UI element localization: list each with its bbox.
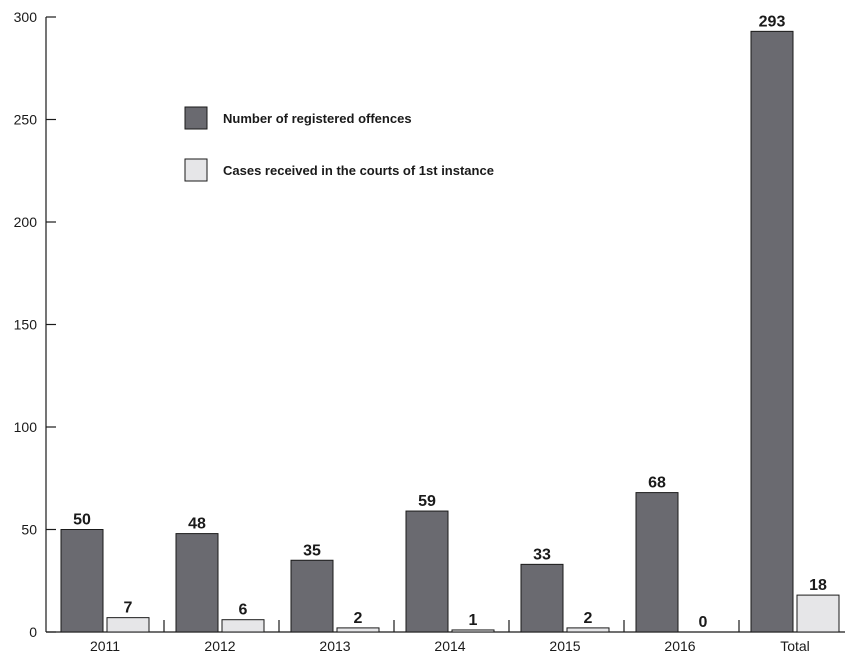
data-label-court-cases-2016: 0 (699, 614, 708, 631)
bar-court-cases-2012 (221, 619, 265, 633)
legend-label-court-cases: Cases received in the courts of 1st inst… (223, 163, 494, 178)
bar-registered-offences-2013 (290, 559, 334, 633)
x-tick-label: 2013 (319, 638, 350, 654)
bar-registered-offences-2016 (635, 492, 679, 633)
data-label-court-cases-total: 18 (809, 577, 827, 594)
legend-swatch-registered-offences (184, 106, 208, 130)
data-label-court-cases-2011: 7 (124, 600, 133, 617)
x-tick-label: 2016 (664, 638, 695, 654)
y-tick-label: 50 (21, 522, 37, 538)
y-tick-label: 150 (14, 317, 38, 333)
legend: Number of registered offences Cases rece… (184, 106, 494, 182)
data-label-registered-offences-2016: 68 (648, 475, 666, 492)
bar-registered-offences-2012 (175, 533, 219, 633)
bar-registered-offences-2011 (60, 529, 104, 633)
bar-registered-offences-total (750, 30, 794, 633)
bar-court-cases-total (796, 594, 840, 633)
y-tick-label: 200 (14, 214, 38, 230)
value-labels: 50 7 48 6 35 2 59 1 33 2 68 0 293 18 (73, 13, 827, 631)
bar-court-cases-2013 (336, 627, 380, 633)
y-tick-label: 100 (14, 419, 38, 435)
x-tick-label: Total (780, 638, 810, 654)
bar-court-cases-2014 (451, 629, 495, 633)
data-label-registered-offences-total: 293 (759, 13, 786, 30)
bars (60, 30, 840, 633)
bar-registered-offences-2014 (405, 510, 449, 633)
y-axis: 0 50 100 150 200 250 300 (14, 9, 56, 640)
x-tick-label: 2011 (90, 638, 120, 654)
x-tick-label: 2012 (204, 638, 235, 654)
data-label-registered-offences-2014: 59 (418, 493, 436, 510)
y-tick-label: 250 (14, 112, 38, 128)
bar-court-cases-2011 (106, 617, 150, 633)
legend-label-registered-offences: Number of registered offences (223, 111, 412, 126)
data-label-court-cases-2013: 2 (354, 610, 363, 627)
data-label-registered-offences-2013: 35 (303, 542, 321, 559)
x-tick-label: 2014 (434, 638, 465, 654)
bar-court-cases-2015 (566, 627, 610, 633)
x-tick-label: 2015 (549, 638, 580, 654)
y-tick-label: 0 (29, 624, 37, 640)
data-label-registered-offences-2015: 33 (533, 546, 551, 563)
data-label-registered-offences-2011: 50 (73, 512, 91, 529)
bar-registered-offences-2015 (520, 563, 564, 633)
y-tick-label: 300 (14, 9, 38, 25)
data-label-registered-offences-2012: 48 (188, 516, 206, 533)
data-label-court-cases-2012: 6 (239, 602, 248, 619)
legend-swatch-court-cases (184, 158, 208, 182)
data-label-court-cases-2014: 1 (469, 612, 478, 629)
data-label-court-cases-2015: 2 (584, 610, 593, 627)
